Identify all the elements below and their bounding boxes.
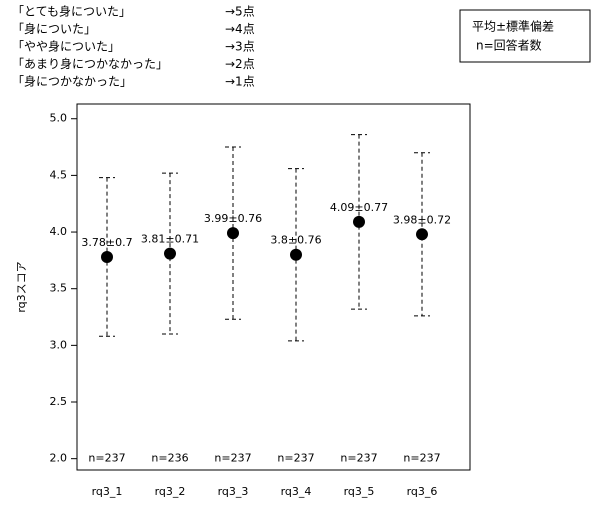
scale-note: 「あまり身につかなかった」 — [12, 56, 168, 71]
x-tick-label: rq3_5 — [344, 485, 375, 498]
scale-note: 「身につかなかった」 — [12, 74, 132, 89]
legend-text: n=回答者数 — [476, 38, 542, 53]
scale-note: 「とても身についた」 — [12, 4, 131, 19]
x-tick-label: rq3_2 — [155, 485, 186, 498]
legend-box — [459, 9, 591, 63]
y-tick-label: 2.5 — [50, 395, 68, 408]
y-tick-label: 3.0 — [50, 338, 68, 351]
scale-note: 「やや身についた」 — [12, 39, 120, 54]
mean-point — [416, 228, 428, 241]
scale-score: →5点 — [225, 5, 255, 19]
mean-point — [227, 227, 239, 240]
value-label: 4.09±0.77 — [330, 201, 388, 214]
value-label: 3.8±0.76 — [270, 234, 321, 247]
scale-score: →4点 — [225, 22, 255, 36]
scale-score: →2点 — [225, 57, 255, 71]
legend-text: 平均±標準偏差 — [472, 19, 554, 34]
n-label: n=237 — [214, 452, 251, 465]
error-bar — [414, 152, 430, 317]
mean-point — [164, 247, 176, 260]
x-tick-label: rq3_6 — [407, 485, 438, 498]
n-label: n=237 — [403, 452, 440, 465]
y-tick-label: 4.5 — [50, 168, 68, 181]
value-label: 3.99±0.76 — [204, 212, 262, 225]
plot-frame — [76, 103, 471, 471]
value-label: 3.98±0.72 — [393, 213, 451, 226]
n-label: n=237 — [340, 452, 377, 465]
y-tick-label: 5.0 — [50, 112, 68, 125]
y-tick-label: 4.0 — [50, 225, 68, 238]
x-tick-label: rq3_1 — [92, 485, 123, 498]
scale-note: 「身についた」 — [12, 21, 96, 36]
x-tick-label: rq3_4 — [281, 485, 312, 498]
mean-point — [290, 248, 302, 261]
value-label: 3.78±0.7 — [81, 236, 132, 249]
mean-point — [101, 250, 113, 263]
n-label: n=237 — [277, 452, 314, 465]
scale-score: →1点 — [225, 75, 255, 89]
n-label: n=237 — [88, 452, 125, 465]
mean-point — [353, 215, 365, 228]
y-tick-label: 3.5 — [50, 282, 68, 295]
y-axis-label: rq3スコア — [15, 261, 28, 312]
scale-score: →3点 — [225, 40, 255, 54]
value-label: 3.81±0.71 — [141, 233, 199, 246]
n-label: n=236 — [151, 452, 188, 465]
y-tick-label: 2.0 — [50, 452, 68, 465]
x-tick-label: rq3_3 — [218, 485, 249, 498]
